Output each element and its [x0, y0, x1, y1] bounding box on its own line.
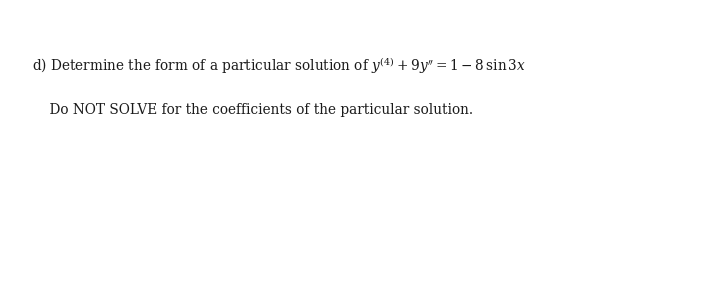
Text: d) Determine the form of a particular solution of $y^{(4)} + 9y'' = 1 - 8\,\sin : d) Determine the form of a particular so…: [32, 55, 526, 76]
Text: Do NOT SOLVE for the coefficients of the particular solution.: Do NOT SOLVE for the coefficients of the…: [32, 103, 473, 117]
